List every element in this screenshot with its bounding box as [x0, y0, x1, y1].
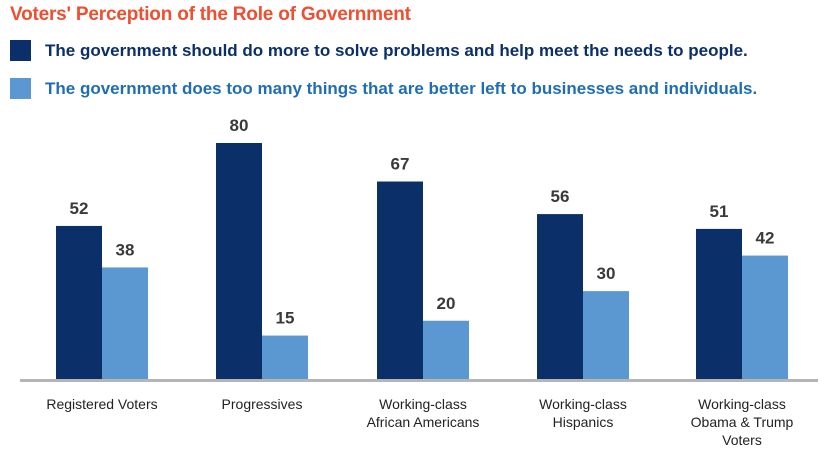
value-label-s2-cat1: 38	[116, 240, 135, 259]
bar-s2-cat1	[102, 267, 148, 380]
bar-s1-cat2	[216, 143, 262, 380]
bar-s1-cat5	[696, 228, 742, 380]
legend-item-do-more: The government should do more to solve p…	[10, 40, 748, 61]
value-label-s2-cat5: 42	[756, 229, 775, 248]
legend-label-do-more: The government should do more to solve p…	[45, 40, 748, 60]
category-label-4-line2: Hispanics	[553, 414, 614, 430]
legend-swatch-dark-blue	[10, 40, 31, 61]
category-label-5-line1: Working-class	[698, 396, 786, 412]
bar-s1-cat1	[56, 225, 102, 380]
value-label-s1-cat1: 52	[70, 199, 89, 218]
category-label-4-line1: Working-class	[539, 396, 627, 412]
value-label-s1-cat4: 56	[551, 187, 570, 206]
bar-s1-cat4	[537, 214, 583, 380]
chart-title: Voters' Perception of the Role of Govern…	[10, 4, 411, 25]
bar-s2-cat2	[262, 335, 308, 380]
value-label-s1-cat2: 80	[230, 116, 249, 135]
value-label-s2-cat2: 15	[276, 309, 295, 328]
category-label-5-line3: Voters	[722, 432, 762, 448]
value-label-s2-cat3: 20	[437, 294, 456, 313]
legend-label-too-many: The government does too many things that…	[45, 78, 758, 98]
category-label-3-line2: African Americans	[367, 414, 480, 430]
category-label-2-line1: Progressives	[222, 396, 303, 412]
value-label-s1-cat5: 51	[710, 202, 729, 221]
bar-s2-cat5	[742, 255, 788, 380]
bar-s2-cat4	[583, 291, 629, 380]
legend-swatch-light-blue	[10, 78, 31, 99]
bar-s1-cat3	[377, 181, 423, 380]
category-label-1-line1: Registered Voters	[46, 396, 157, 412]
bar-s2-cat3	[423, 320, 469, 380]
value-label-s1-cat3: 67	[391, 155, 410, 174]
value-label-s2-cat4: 30	[597, 264, 616, 283]
category-label-3-line1: Working-class	[379, 396, 467, 412]
category-label-5-line2: Obama & Trump	[691, 414, 794, 430]
legend-item-too-many: The government does too many things that…	[10, 78, 757, 99]
